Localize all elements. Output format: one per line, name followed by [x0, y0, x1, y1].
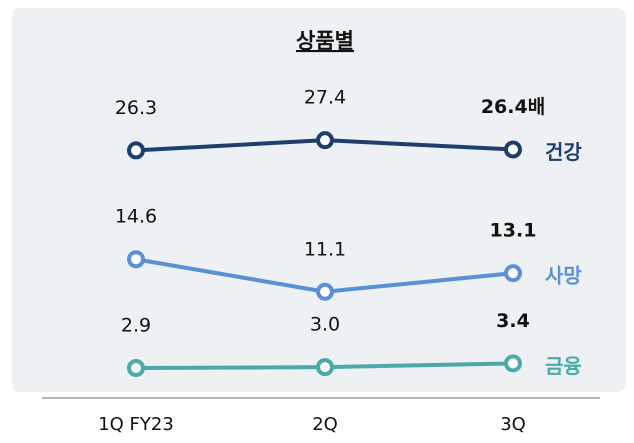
value-label: 13.1 [490, 220, 537, 242]
value-label: 26.3 [115, 97, 157, 119]
point [127, 250, 145, 269]
point [127, 141, 145, 160]
series-label: 건강 [545, 140, 582, 164]
value-label: 3.4 [496, 310, 530, 332]
point [504, 264, 522, 283]
panel [12, 8, 626, 392]
x-tick-label: 1Q FY23 [98, 414, 174, 435]
point [504, 140, 522, 159]
x-tick-label: 2Q [312, 414, 338, 435]
value-label: 3.0 [310, 314, 340, 336]
series-label: 사망 [545, 264, 582, 288]
point [316, 131, 334, 150]
point [316, 358, 334, 377]
value-label: 26.4배 [481, 96, 545, 118]
value-label: 2.9 [121, 315, 151, 337]
value-label: 27.4 [304, 87, 346, 109]
point [316, 282, 334, 301]
value-label: 14.6 [115, 206, 157, 228]
value-label: 11.1 [304, 238, 346, 260]
point [127, 359, 145, 378]
chart-title: 상품별 [296, 29, 354, 53]
point [504, 354, 522, 373]
x-tick-label: 3Q [500, 414, 526, 435]
series-label: 금융 [545, 354, 582, 378]
